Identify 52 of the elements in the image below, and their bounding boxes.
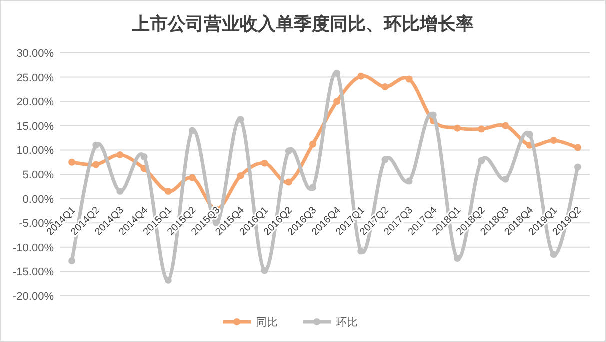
point — [478, 126, 486, 133]
point — [237, 116, 244, 124]
point — [502, 176, 510, 183]
point — [454, 255, 461, 262]
point — [189, 174, 196, 182]
point — [309, 140, 316, 148]
point — [189, 127, 196, 134]
point — [116, 152, 124, 159]
point — [164, 276, 172, 284]
point — [285, 178, 292, 186]
legend-label: 同比 — [256, 316, 278, 329]
point — [574, 144, 582, 152]
point — [334, 70, 341, 77]
point — [382, 156, 389, 164]
point — [285, 148, 292, 155]
y-tick-label: -20.00% — [13, 291, 54, 303]
point — [68, 258, 76, 265]
y-tick-label: 0.00% — [22, 194, 54, 206]
point — [164, 188, 172, 196]
y-tick-label: -10.00% — [13, 242, 54, 254]
y-tick-label: -15.00% — [13, 266, 54, 279]
point — [68, 158, 76, 166]
point — [574, 164, 582, 171]
point — [406, 178, 413, 185]
point — [140, 154, 148, 161]
point — [526, 131, 534, 138]
point — [261, 160, 268, 167]
y-tick-label: 10.00% — [16, 145, 54, 158]
point — [430, 112, 437, 119]
y-tick-label: 20.00% — [16, 96, 54, 109]
point — [116, 188, 124, 196]
point — [92, 142, 100, 149]
point — [334, 98, 341, 106]
point — [358, 72, 365, 80]
point — [502, 122, 510, 130]
point — [237, 172, 244, 180]
y-tick-label: 25.00% — [16, 72, 54, 84]
chart-title: 上市公司营业收入单季度同比、环比增长率 — [131, 14, 474, 34]
point — [406, 76, 413, 83]
point — [261, 267, 268, 274]
point — [92, 161, 100, 168]
point — [550, 136, 558, 144]
legend-label: 环比 — [336, 316, 358, 329]
y-tick-label: 5.00% — [22, 170, 54, 182]
point — [309, 184, 316, 192]
y-tick-label: 30.00% — [16, 48, 54, 60]
y-tick-label: 15.00% — [16, 120, 54, 133]
point — [358, 248, 365, 255]
point — [382, 84, 389, 91]
point — [478, 157, 486, 164]
point — [454, 124, 461, 132]
point — [550, 251, 558, 258]
